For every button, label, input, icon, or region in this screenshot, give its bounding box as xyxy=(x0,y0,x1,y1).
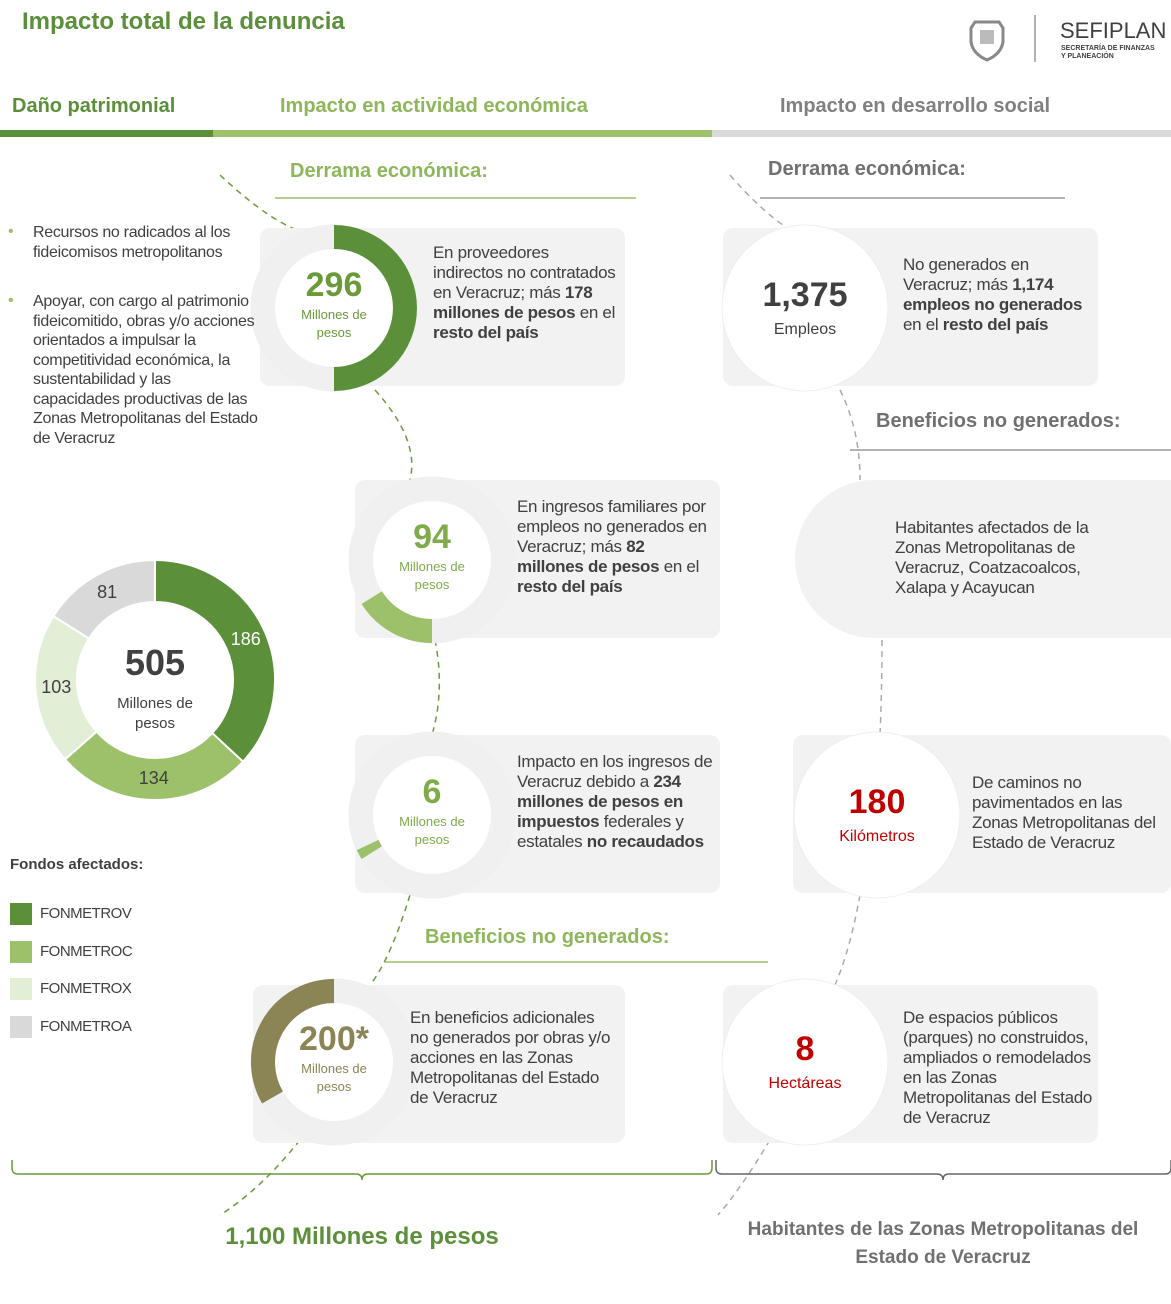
segment-label: 103 xyxy=(41,677,72,697)
card-value: 94 xyxy=(413,518,451,556)
text-run: Habitantes afectados de la Zonas Metropo… xyxy=(895,518,1089,597)
legend-label: FONMETROA xyxy=(40,1017,132,1035)
card-unit: Millones de pesos xyxy=(301,1061,367,1094)
card-description: En ingresos familiares por empleos no ge… xyxy=(517,497,712,597)
section-heading: Derrama económica: xyxy=(290,160,488,182)
text-run: 1,174 empleos no generados xyxy=(903,275,1083,314)
logo-name: SEFIPLAN xyxy=(1060,18,1167,43)
card-value: 8 xyxy=(795,1030,815,1068)
text-run: federales y estatales xyxy=(517,812,684,851)
card-unit: Millones de pesos xyxy=(399,559,465,592)
ring-arc xyxy=(361,590,433,643)
text-run: en el xyxy=(903,315,943,334)
card-description: De espacios públicos (parques) no constr… xyxy=(903,1008,1098,1128)
segment-label: 134 xyxy=(138,767,169,788)
text-run: resto del país xyxy=(942,315,1049,334)
legend-label: FONMETROV xyxy=(40,905,132,922)
segment-label: 81 xyxy=(97,582,118,603)
donut-unit: Millones de pesos xyxy=(117,695,193,732)
section-heading: Derrama económica: xyxy=(768,158,966,180)
text-run: No generados en Veracruz; más xyxy=(903,255,1029,294)
tab: Impacto en actividad económica xyxy=(280,95,588,117)
segment-label: 186 xyxy=(230,629,261,650)
text-run: resto del país xyxy=(433,323,539,342)
card-value: 180 xyxy=(848,783,906,821)
ring-arc xyxy=(356,839,383,859)
tab-bar xyxy=(0,130,213,137)
text-run: 178 millones de pesos xyxy=(433,283,593,322)
total: 1,100 Millones de pesos xyxy=(225,1223,499,1250)
page-title: Impacto total de la denuncia xyxy=(22,8,345,35)
text-run: en el xyxy=(659,557,700,576)
bullet-dot: • xyxy=(8,292,14,309)
legend-swatch xyxy=(10,1015,32,1038)
logo-subtitle: SECRETARÍA DE FINANZAS xyxy=(1061,45,1155,52)
card-unit: Kilómetros xyxy=(839,828,915,845)
card-description: De caminos no pavimentados en las Zonas … xyxy=(972,773,1167,853)
legend-swatch xyxy=(10,940,32,963)
tab-bar xyxy=(712,130,1171,137)
card-unit: Millones de pesos xyxy=(399,814,465,847)
card-description: Habitantes afectados de la Zonas Metropo… xyxy=(895,518,1125,598)
text-run: 82 millones de pesos xyxy=(517,537,660,576)
card-description: Impacto en los ingresos de Veracruz debi… xyxy=(517,752,717,852)
card-description: En proveedores indirectos no contratados… xyxy=(433,243,618,343)
text-run: En ingresos familiares por empleos no ge… xyxy=(517,497,707,556)
value-circle xyxy=(793,731,961,899)
donut-segment xyxy=(154,558,276,764)
card-value: 1,375 xyxy=(762,276,848,314)
legend-swatch xyxy=(10,978,32,1000)
connector xyxy=(219,174,441,1216)
text-run: Impacto en los ingresos de Veracruz debi… xyxy=(517,752,713,791)
tab: Daño patrimonial xyxy=(12,95,176,117)
brace xyxy=(11,1160,713,1181)
text-run: De caminos no pavimentados en las Zonas … xyxy=(972,773,1156,852)
total: Habitantes de las Zonas Metropolitanas d… xyxy=(747,1219,1139,1268)
text-run: resto del país xyxy=(517,577,623,596)
donut-total: 505 xyxy=(124,642,186,683)
donut-segment xyxy=(52,558,156,640)
logo-subtitle: Y PLANEACIÓN xyxy=(1061,53,1114,60)
card-value: 296 xyxy=(305,266,363,304)
legend-swatch xyxy=(10,903,32,925)
card-unit: Millones de pesos xyxy=(301,307,367,340)
bullet: Recursos no radicados al los fideicomiso… xyxy=(33,224,231,261)
ring-arc xyxy=(251,979,335,1104)
ring xyxy=(349,732,515,898)
crest xyxy=(969,20,1005,62)
text-run: De espacios públicos (parques) no constr… xyxy=(903,1008,1093,1127)
card-unit: Empleos xyxy=(773,321,837,338)
text-run: en el xyxy=(575,303,616,322)
tab-bar xyxy=(213,130,712,137)
legend-title: Fondos afectados: xyxy=(10,856,144,873)
section-heading: Beneficios no generados: xyxy=(425,926,670,948)
value-circle xyxy=(721,978,889,1146)
text-run: En proveedores indirectos no contratados… xyxy=(433,243,616,302)
section-heading: Beneficios no generados: xyxy=(876,410,1121,432)
legend-label: FONMETROX xyxy=(40,980,132,997)
card xyxy=(875,480,1171,638)
bullet-dot: • xyxy=(8,223,14,240)
card-value: 6 xyxy=(422,773,442,811)
tab: Impacto en desarrollo social xyxy=(780,95,1051,117)
value-circle xyxy=(721,224,889,392)
text-run: 234 millones de pesos en impuestos xyxy=(517,772,683,831)
text-run: En beneficios adicionales no generados p… xyxy=(410,1008,611,1107)
ring-arc xyxy=(333,225,417,391)
card-unit: Hectáreas xyxy=(768,1075,842,1092)
card-description: En beneficios adicionales no generados p… xyxy=(410,1008,615,1108)
legend-label: FONMETROC xyxy=(40,942,133,960)
card-value: 200* xyxy=(299,1020,369,1058)
connector xyxy=(717,174,883,1216)
card-description: No generados en Veracruz; más 1,174 empl… xyxy=(903,255,1088,335)
bullet: Apoyar, con cargo al patrimonio fideicom… xyxy=(33,293,258,447)
donut-segment xyxy=(63,730,245,801)
brace xyxy=(715,1160,1171,1181)
text-run: no recaudados xyxy=(586,832,704,851)
